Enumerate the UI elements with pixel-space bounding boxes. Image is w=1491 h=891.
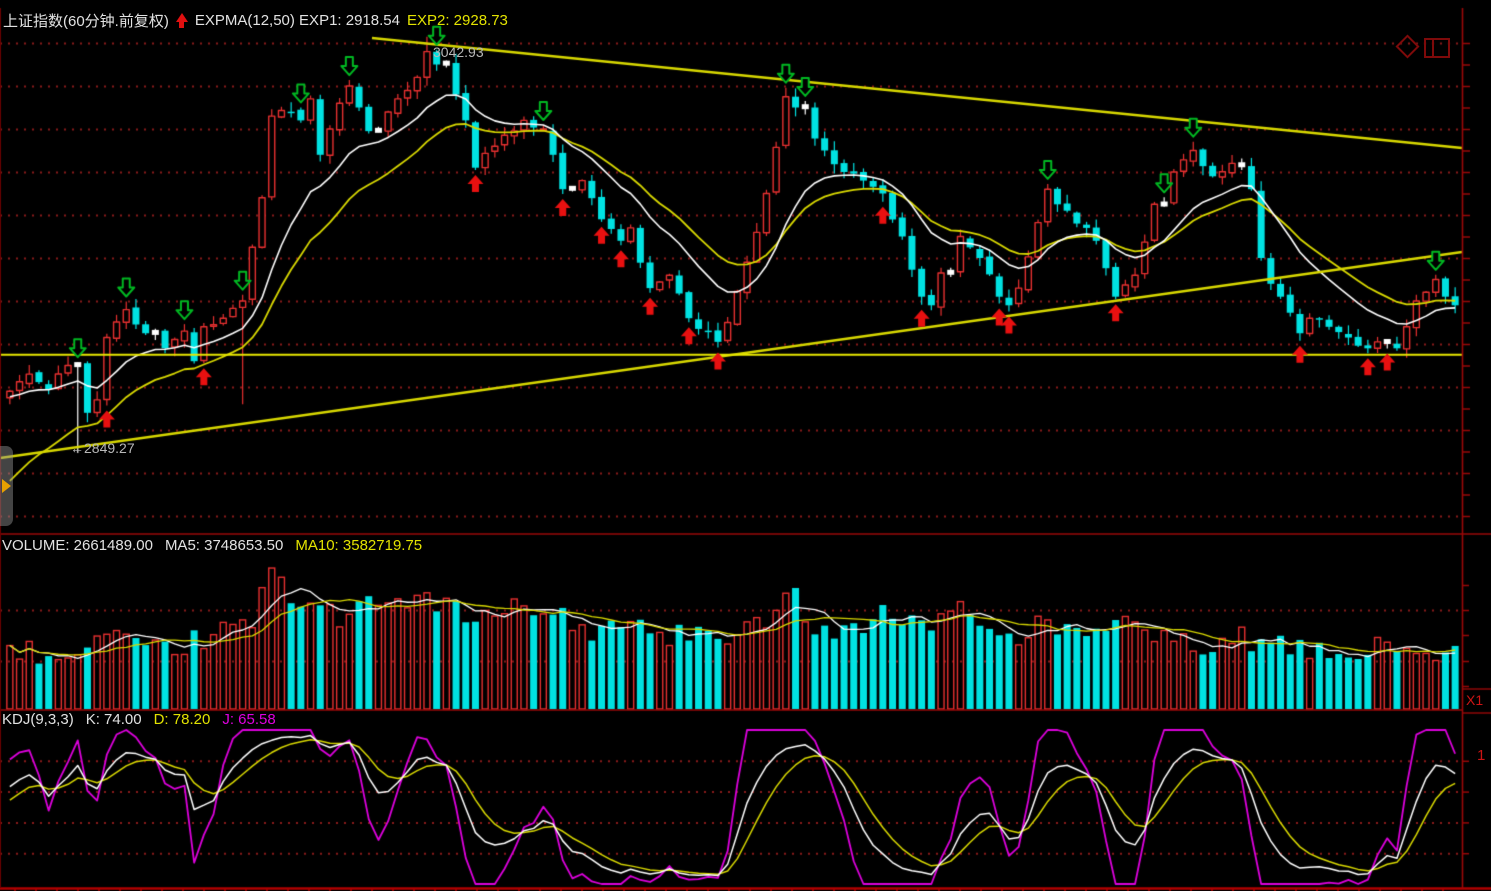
left-arrow-icon: ← (70, 440, 84, 456)
kdj-j-value: J: 65.58 (222, 711, 276, 728)
volume-pane-tag: X1 (1466, 692, 1484, 708)
kdj-k-value: K: 74.00 (85, 711, 142, 728)
up-arrow-icon (175, 13, 188, 28)
main-chart-header: 上证指数(60分钟.前复权) EXPMA(12,50) EXP1: 2918.5… (3, 10, 508, 31)
sidebar-expand-tab[interactable] (0, 446, 13, 526)
kdj-scale-top-label: 1 (1477, 747, 1486, 764)
kdj-d-value: D: 78.20 (153, 711, 211, 728)
expand-arrow-icon (2, 479, 11, 493)
volume-header: VOLUME: 2661489.00 MA5: 3748653.50 MA10:… (2, 537, 422, 554)
trough-price-text: 2849.27 (84, 440, 135, 456)
window-pane-divider (1432, 40, 1434, 56)
page-title: 上证指数(60分钟.前复权) (3, 13, 169, 30)
trough-price-annotation: ←2849.27 (70, 440, 135, 456)
window-restore-icon[interactable] (1424, 38, 1450, 58)
volume-ma10-value: MA10: 3582719.75 (295, 537, 423, 554)
peak-price-text: 3042.93 (433, 44, 484, 60)
peak-price-annotation: 3042.93 (433, 44, 484, 60)
volume-ma5-value: MA5: 3748653.50 (164, 537, 284, 554)
expma-indicator-label: EXPMA(12,50) EXP1: 2918.54 (194, 12, 400, 29)
kdj-indicator-label: KDJ(9,3,3) (2, 711, 74, 728)
kdj-header: KDJ(9,3,3) K: 74.00 D: 78.20 J: 65.58 (2, 711, 276, 728)
volume-value: VOLUME: 2661489.00 (2, 537, 153, 554)
exp2-value: EXP2: 2928.73 (406, 12, 508, 29)
